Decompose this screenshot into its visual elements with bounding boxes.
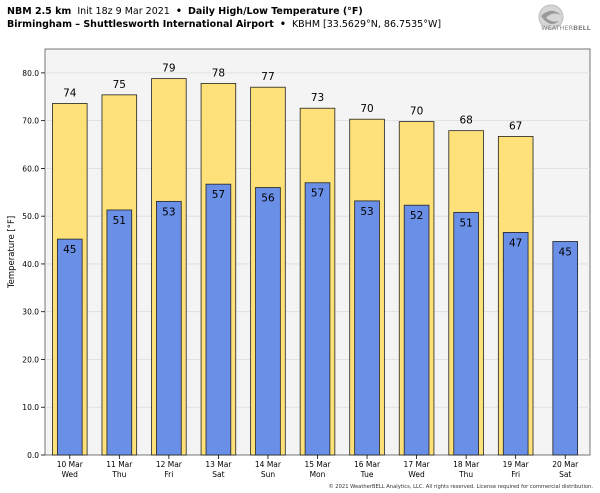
high-temp-label: 68 bbox=[459, 115, 472, 127]
x-tick-day: Thu bbox=[458, 470, 473, 479]
low-temp-bar bbox=[205, 183, 232, 456]
y-tick-label: 0.0 bbox=[27, 451, 39, 460]
station-name: Birmingham – Shuttlesworth International… bbox=[7, 19, 274, 30]
x-tick-day: Sat bbox=[212, 470, 224, 479]
high-temp-label: 73 bbox=[311, 92, 324, 104]
y-tick-label: 80.0 bbox=[22, 69, 39, 78]
low-temp-label: 57 bbox=[311, 188, 324, 200]
x-tick-date: 11 Mar bbox=[106, 460, 133, 469]
x-tick-day: Fri bbox=[511, 470, 520, 479]
x-tick-date: 17 Mar bbox=[404, 460, 431, 469]
x-tick-date: 15 Mar bbox=[304, 460, 331, 469]
high-temp-label: 75 bbox=[113, 79, 126, 91]
x-tick-day: Fri bbox=[164, 470, 173, 479]
low-temp-bar bbox=[156, 200, 182, 456]
y-tick-label: 40.0 bbox=[22, 260, 39, 269]
x-tick-day: Sun bbox=[261, 470, 276, 479]
model-name: NBM 2.5 km bbox=[7, 6, 71, 17]
y-tick-label: 60.0 bbox=[22, 164, 39, 173]
init-time: Init 18z 9 Mar 2021 bbox=[77, 6, 170, 17]
bars: 74 45 75 51 79 53 78 57 77 56 73 57 70 53 70 52 68 51 67 47… bbox=[52, 63, 579, 456]
weatherbell-logo: WEATHERBELL bbox=[538, 4, 591, 32]
low-temp-bar bbox=[502, 232, 529, 456]
x-tick-date: 18 Mar bbox=[453, 460, 480, 469]
y-axis-ticks: 0.0 10.0 20.0 30.0 40.0 50.0 60.0 70.0 80.0 bbox=[22, 69, 45, 460]
low-temp-label: 45 bbox=[63, 244, 76, 256]
low-temp-label: 51 bbox=[459, 217, 472, 229]
y-tick-label: 70.0 bbox=[22, 117, 39, 126]
low-temp-bar bbox=[403, 204, 430, 456]
x-tick-date: 20 Mar bbox=[552, 460, 579, 469]
low-temp-label: 56 bbox=[261, 193, 275, 205]
low-temp-bar bbox=[255, 187, 281, 456]
low-temp-label: 52 bbox=[410, 210, 423, 222]
logo-text-1: WEATHER bbox=[541, 24, 573, 32]
low-temp-label: 51 bbox=[113, 215, 126, 227]
x-tick-date: 16 Mar bbox=[354, 460, 381, 469]
header-line-1: NBM 2.5 km Init 18z 9 Mar 2021 • Daily H… bbox=[7, 6, 363, 17]
x-tick-day: Wed bbox=[62, 470, 79, 479]
low-temp-bar bbox=[304, 182, 331, 456]
y-tick-label: 20.0 bbox=[22, 355, 39, 364]
high-temp-label: 78 bbox=[212, 67, 225, 79]
x-tick-day: Wed bbox=[408, 470, 425, 479]
x-tick-day: Tue bbox=[360, 470, 374, 479]
y-tick-label: 30.0 bbox=[22, 308, 39, 317]
x-tick-date: 19 Mar bbox=[503, 460, 530, 469]
x-tick-day: Mon bbox=[310, 470, 326, 479]
low-temp-bar bbox=[354, 200, 380, 456]
low-temp-bar bbox=[106, 209, 133, 456]
header-bullet-2: • bbox=[280, 19, 286, 30]
product-title: Daily High/Low Temperature (°F) bbox=[188, 6, 363, 17]
high-temp-label: 70 bbox=[360, 103, 373, 115]
low-temp-label: 47 bbox=[509, 237, 522, 249]
low-temp-label: 53 bbox=[360, 206, 373, 218]
copyright-notice: © 2021 WeatherBELL Analytics, LLC. All r… bbox=[328, 483, 593, 490]
logo-text: WEATHERBELL bbox=[541, 24, 591, 32]
high-temp-label: 70 bbox=[410, 106, 423, 118]
logo-swirl-icon bbox=[541, 10, 561, 25]
header-line-2: Birmingham – Shuttlesworth International… bbox=[7, 19, 441, 30]
y-axis-label: Temperature [°F] bbox=[7, 216, 17, 289]
x-tick-day: Thu bbox=[111, 470, 126, 479]
y-tick-label: 10.0 bbox=[22, 403, 39, 412]
x-tick-date: 10 Mar bbox=[57, 460, 84, 469]
station-coords: KBHM [33.5629°N, 86.7535°W] bbox=[292, 19, 441, 30]
x-tick-date: 14 Mar bbox=[255, 460, 282, 469]
low-temp-label: 57 bbox=[212, 189, 225, 201]
low-temp-bar bbox=[552, 241, 579, 456]
x-tick-day: Sat bbox=[559, 470, 571, 479]
logo-text-2: BELL bbox=[573, 24, 591, 32]
low-temp-bar bbox=[56, 238, 83, 456]
y-tick-label: 50.0 bbox=[22, 212, 39, 221]
high-temp-label: 74 bbox=[63, 87, 77, 99]
high-temp-label: 67 bbox=[509, 120, 522, 132]
x-tick-date: 12 Mar bbox=[156, 460, 183, 469]
logo-globe-icon bbox=[538, 4, 564, 30]
low-temp-label: 53 bbox=[162, 206, 175, 218]
header-bullet: • bbox=[176, 6, 182, 17]
low-temp-bar bbox=[453, 211, 479, 456]
x-tick-date: 13 Mar bbox=[205, 460, 232, 469]
low-temp-label: 45 bbox=[559, 246, 572, 258]
high-temp-label: 77 bbox=[261, 71, 274, 83]
high-temp-label: 79 bbox=[162, 63, 175, 75]
